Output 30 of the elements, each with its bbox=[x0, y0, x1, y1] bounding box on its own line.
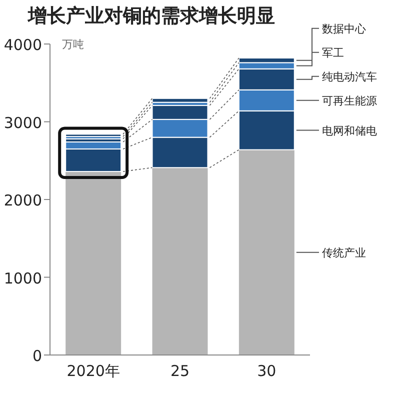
bar bbox=[65, 134, 122, 138]
bar bbox=[238, 57, 295, 64]
text: 电网和储电 bbox=[322, 124, 377, 138]
bar bbox=[238, 62, 295, 70]
bar bbox=[152, 104, 208, 120]
y-tick-label: 4000 bbox=[4, 36, 42, 54]
bar bbox=[152, 136, 208, 168]
bar bbox=[238, 110, 295, 150]
bar bbox=[238, 89, 295, 112]
y-tick-label: 1000 bbox=[4, 269, 42, 288]
y-tick-label: 3000 bbox=[4, 114, 42, 132]
text: 传统产业 bbox=[322, 246, 366, 260]
y-axis-title: 万吨 bbox=[62, 38, 84, 51]
y-tick-label: 2000 bbox=[4, 192, 42, 210]
x-tick-label: 25 bbox=[170, 362, 190, 380]
bar bbox=[152, 168, 208, 355]
chart-title: 增长产业对铜的需求增长明显 bbox=[27, 5, 275, 27]
text: 可再生能源 bbox=[322, 94, 377, 108]
x-tick-label: 2020年 bbox=[66, 362, 120, 380]
bar bbox=[238, 150, 294, 355]
text: 数据中心 bbox=[322, 22, 366, 36]
text: 军工 bbox=[322, 46, 344, 60]
bar bbox=[152, 118, 208, 138]
bar bbox=[238, 68, 295, 90]
bar bbox=[65, 148, 122, 172]
y-tick-label: 0 bbox=[32, 347, 42, 365]
text: 纯电动汽车 bbox=[322, 70, 377, 84]
bar bbox=[152, 98, 208, 103]
bar bbox=[66, 172, 122, 355]
x-tick-label: 30 bbox=[257, 362, 276, 380]
